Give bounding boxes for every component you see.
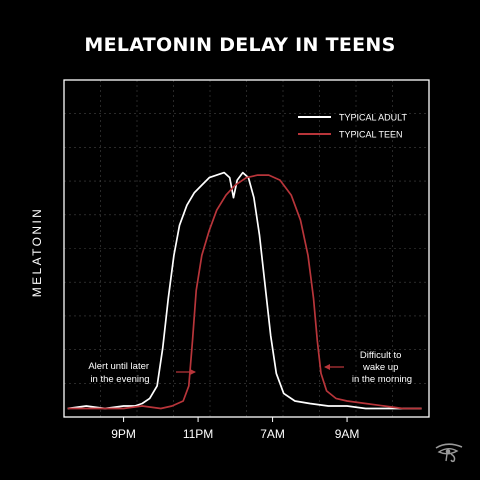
x-tick-label: 11PM: [183, 427, 213, 441]
arrow-morning-head: [324, 364, 330, 370]
x-tick-label: 9AM: [335, 427, 360, 441]
x-tick-label: 7AM: [260, 427, 285, 441]
plot-frame: [63, 79, 430, 418]
chart-legend: TYPICAL ADULT TYPICAL TEEN: [298, 113, 408, 140]
series-line-typical-adult: [67, 171, 422, 410]
legend-label-adult: TYPICAL ADULT: [339, 113, 408, 123]
annotation-morning: Difficult to wake up in the morning: [352, 350, 412, 385]
page-title: MELATONIN DELAY IN TEENS: [84, 34, 396, 56]
arrow-evening-head: [190, 369, 196, 375]
x-axis-ticks: 9PM 11PM 7AM 9AM: [111, 417, 359, 441]
legend-label-teen: TYPICAL TEEN: [339, 130, 403, 140]
eye-of-horus-icon: [434, 441, 464, 468]
annotation-evening: Alert until later in the evening: [88, 361, 151, 385]
x-tick-label: 9PM: [111, 427, 136, 441]
series-line-typical-teen: [67, 174, 422, 410]
annotations: Alert until later in the evening Difficu…: [88, 350, 412, 385]
